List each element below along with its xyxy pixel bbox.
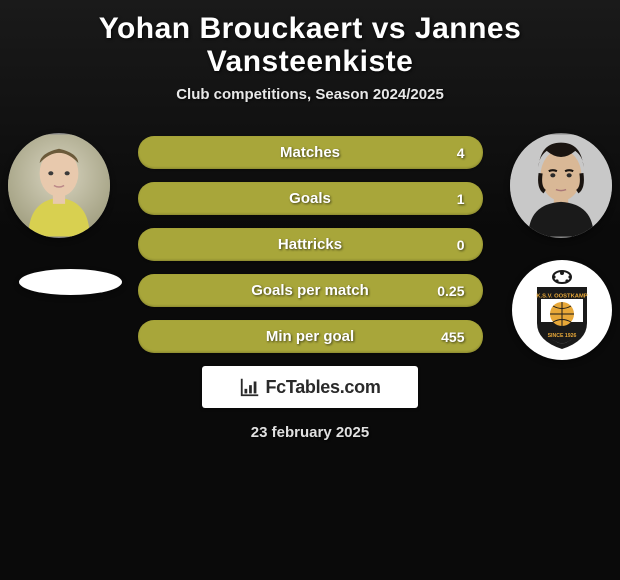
stat-right-value: 455	[425, 329, 465, 345]
stat-label: Hattricks	[196, 236, 425, 253]
stat-right-value: 0	[425, 237, 465, 253]
stat-label: Matches	[196, 144, 425, 161]
player-left-photo-icon	[8, 133, 110, 238]
stat-right-value: 1	[425, 191, 465, 207]
chart-icon	[239, 376, 261, 398]
club-left-placeholder	[19, 269, 122, 295]
player-left-avatar	[8, 133, 110, 238]
svg-text:SINCE 1926: SINCE 1926	[548, 333, 577, 339]
player-right-avatar	[510, 133, 612, 238]
svg-text:K.S.V. OOSTKAMP: K.S.V. OOSTKAMP	[536, 294, 587, 300]
comparison-card: Yohan Brouckaert vs Jannes Vansteenkiste…	[0, 0, 620, 580]
branding-badge[interactable]: FcTables.com	[202, 366, 418, 408]
date-text: 23 february 2025	[10, 424, 610, 441]
branding-text: FcTables.com	[265, 377, 380, 398]
player-right-photo-icon	[510, 133, 612, 238]
stats-list: Matches 4 Goals 1 Hattricks 0 Goals per …	[138, 133, 483, 353]
stat-label: Min per goal	[196, 328, 425, 345]
stat-label: Goals	[196, 190, 425, 207]
stat-row: Matches 4	[138, 136, 483, 169]
stat-right-value: 0.25	[425, 283, 465, 299]
club-crest-icon: K.S.V. OOSTKAMP SINCE 1926	[527, 269, 597, 351]
stat-row: Hattricks 0	[138, 228, 483, 261]
page-title: Yohan Brouckaert vs Jannes Vansteenkiste	[0, 8, 620, 86]
subtitle: Club competitions, Season 2024/2025	[0, 86, 620, 103]
content-area: K.S.V. OOSTKAMP SINCE 1926 Matches 4 Goa…	[0, 133, 620, 441]
stat-right-value: 4	[425, 145, 465, 161]
stat-row: Goals 1	[138, 182, 483, 215]
stat-label: Goals per match	[196, 282, 425, 299]
stat-row: Goals per match 0.25	[138, 274, 483, 307]
stat-row: Min per goal 455	[138, 320, 483, 353]
club-right-badge: K.S.V. OOSTKAMP SINCE 1926	[512, 260, 612, 360]
